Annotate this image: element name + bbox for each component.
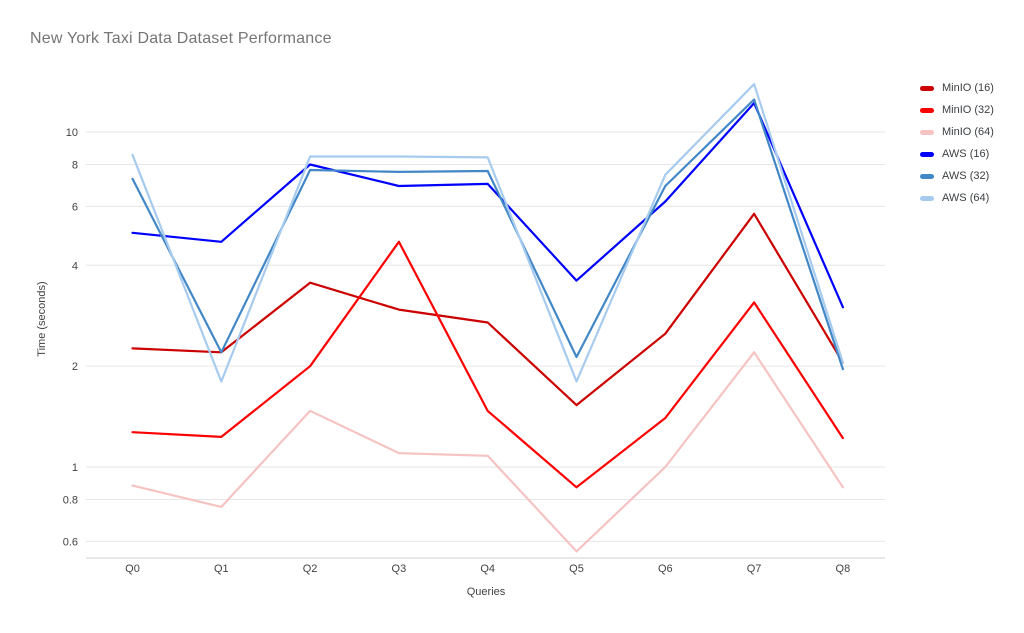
series-line-minio-32 [131, 240, 845, 489]
legend-item-aws-64: AWS (64) [920, 187, 994, 209]
x-tick-label: Q5 [569, 563, 584, 575]
y-tick-label: 8 [72, 159, 78, 171]
legend-label: AWS (64) [942, 192, 990, 204]
y-tick-label: 0.8 [63, 494, 78, 506]
legend-swatch-aws-32 [920, 173, 934, 179]
legend-label: MinIO (64) [942, 126, 994, 138]
x-tick-label: Q0 [125, 563, 140, 575]
x-tick-label: Q8 [836, 563, 851, 575]
x-tick-label: Q1 [214, 563, 229, 575]
y-tick-label: 6 [72, 201, 78, 213]
x-tick-label: Q7 [747, 563, 762, 575]
legend-item-minio-32: MinIO (32) [920, 99, 994, 121]
x-tick-label: Q4 [480, 563, 495, 575]
series-line-aws-32 [131, 98, 845, 371]
legend-swatch-aws-64 [920, 195, 934, 201]
legend-swatch-minio-32 [920, 107, 934, 113]
series-line-aws-64 [131, 82, 845, 383]
legend-swatch-aws-16 [920, 151, 934, 157]
legend-label: AWS (16) [942, 148, 990, 160]
legend-label: MinIO (32) [942, 104, 994, 116]
y-tick-label: 2 [72, 361, 78, 373]
x-tick-label: Q6 [658, 563, 673, 575]
series-line-minio-64 [131, 351, 845, 553]
y-tick-label: 1 [72, 462, 78, 474]
legend-item-minio-64: MinIO (64) [920, 121, 994, 143]
x-tick-label: Q2 [303, 563, 318, 575]
x-tick-label: Q3 [392, 563, 407, 575]
y-tick-label: 0.6 [63, 536, 78, 548]
legend-label: AWS (32) [942, 170, 990, 182]
x-axis-title: Queries [466, 586, 506, 598]
y-tick-label: 4 [72, 260, 78, 272]
series-line-aws-16 [131, 101, 845, 309]
legend: MinIO (16) MinIO (32) MinIO (64) AWS (16) AW… [920, 77, 994, 209]
legend-item-aws-16: AWS (16) [920, 143, 994, 165]
legend-item-minio-16: MinIO (16) [920, 77, 994, 99]
series-line-minio-16 [131, 212, 845, 407]
legend-swatch-minio-64 [920, 129, 934, 135]
chart-title: New York Taxi Data Dataset Performance [30, 30, 332, 47]
legend-swatch-minio-16 [920, 85, 934, 91]
legend-item-aws-32: AWS (32) [920, 165, 994, 187]
legend-label: MinIO (16) [942, 82, 994, 94]
y-tick-label: 10 [66, 127, 78, 139]
